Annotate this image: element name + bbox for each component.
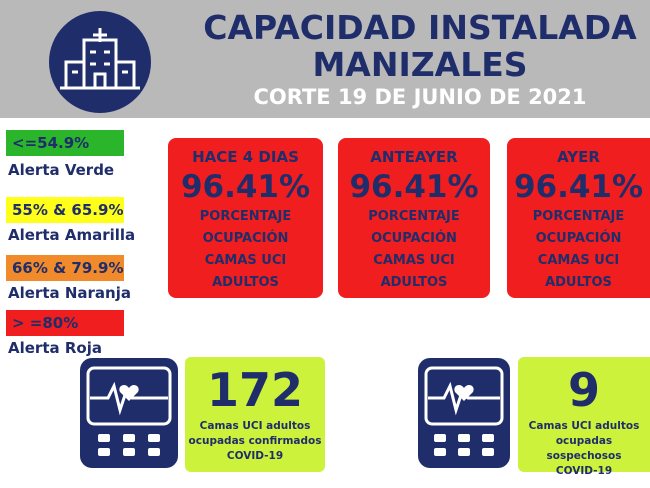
stat-desc: ocupadas confirmados <box>188 435 322 447</box>
card-value: 96.41% <box>349 169 479 205</box>
stat-desc: COVID-19 <box>555 465 613 477</box>
card: AYER 96.41% PORCENTAJE OCUPACIÓN CAMAS U… <box>507 138 650 298</box>
title-line: MANIZALES <box>312 45 528 84</box>
hospital-logo <box>49 11 151 113</box>
card-desc: PORCENTAJE <box>199 209 292 224</box>
stat-desc: ocupadas sospechosos <box>546 435 622 462</box>
card-period: ANTEAYER <box>370 148 458 166</box>
card-desc: OCUPACIÓN <box>202 231 289 246</box>
card-desc: PORCENTAJE <box>532 209 625 224</box>
card-desc: OCUPACIÓN <box>371 231 457 246</box>
card-desc: ADULTOS <box>380 275 448 290</box>
card-desc: OCUPACIÓN <box>535 231 622 246</box>
legend-range: 66% & 79.9% <box>6 255 124 281</box>
title-line: CAPACIDAD INSTALADA <box>203 8 637 47</box>
stat-value: 9 <box>567 363 600 417</box>
card-desc: ADULTOS <box>212 275 279 290</box>
card-desc: PORCENTAJE <box>368 209 460 224</box>
monitor-icon <box>80 358 178 468</box>
card: ANTEAYER 96.41% PORCENTAJE OCUPACIÓN CAM… <box>338 138 490 298</box>
card-period: AYER <box>557 148 600 166</box>
stat-desc: COVID-19 <box>226 450 284 462</box>
monitor-icon <box>418 358 510 468</box>
card-desc: CAMAS UCI <box>373 253 455 268</box>
stat-value: 172 <box>206 363 304 417</box>
stat-desc: Camas UCI adultos <box>528 420 640 432</box>
legend-range: > =80% <box>6 310 124 336</box>
card-period: HACE 4 DIAS <box>192 148 299 166</box>
stat-desc: Camas UCI adultos <box>199 420 311 432</box>
legend-range: <=54.9% <box>6 130 124 156</box>
card-desc: CAMAS UCI <box>204 253 287 268</box>
legend-label: Alerta Verde <box>8 161 115 179</box>
card-desc: ADULTOS <box>545 275 612 290</box>
subtitle: CORTE 19 DE JUNIO DE 2021 <box>253 85 587 109</box>
legend-label: Alerta Roja <box>8 339 102 357</box>
card-value: 96.41% <box>180 169 311 205</box>
stat-box: 9 Camas UCI adultos ocupadas sospechosos… <box>518 357 650 477</box>
card-desc: CAMAS UCI <box>537 253 620 268</box>
card-value: 96.41% <box>513 169 644 205</box>
legend-range: 55% & 65.9% <box>6 197 124 223</box>
card: HACE 4 DIAS 96.41% PORCENTAJE OCUPACIÓN … <box>168 138 323 298</box>
legend-label: Alerta Amarilla <box>8 226 136 244</box>
legend-label: Alerta Naranja <box>8 284 131 302</box>
stat-box: 172 Camas UCI adultos ocupadas confirmad… <box>185 357 325 472</box>
